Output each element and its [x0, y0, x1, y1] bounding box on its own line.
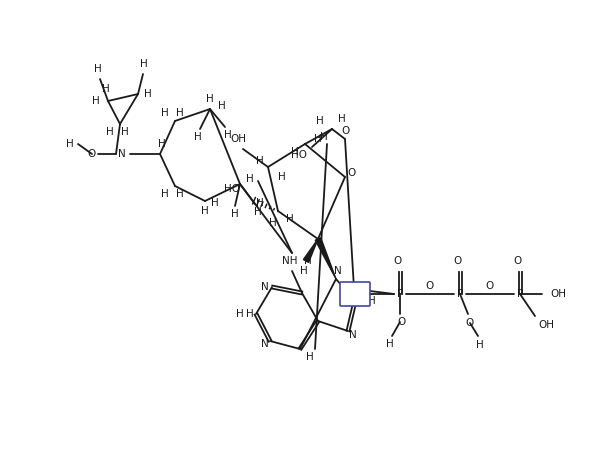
Text: H: H — [211, 198, 219, 208]
Text: H: H — [161, 108, 169, 118]
Text: O: O — [426, 281, 434, 291]
Text: H: H — [144, 89, 152, 99]
Text: H: H — [218, 101, 226, 111]
FancyBboxPatch shape — [340, 282, 370, 306]
Text: HO: HO — [291, 150, 307, 160]
Text: H: H — [304, 256, 312, 266]
Text: H: H — [306, 352, 314, 362]
Text: H: H — [121, 127, 129, 137]
Text: H: H — [286, 214, 294, 224]
Text: P: P — [457, 289, 463, 299]
Text: H: H — [94, 64, 102, 74]
Text: O: O — [88, 149, 96, 159]
Polygon shape — [304, 239, 318, 262]
Text: N: N — [118, 149, 126, 159]
Text: HO: HO — [224, 184, 240, 194]
Text: O: O — [394, 256, 402, 266]
Text: O: O — [341, 126, 349, 136]
Text: H: H — [224, 130, 232, 140]
Text: N: N — [334, 266, 342, 276]
Text: H: H — [291, 147, 299, 157]
Text: H: H — [269, 218, 277, 228]
Text: H: H — [256, 156, 264, 166]
Text: O: O — [486, 281, 494, 291]
Text: O: O — [359, 286, 367, 296]
Text: H: H — [314, 134, 322, 144]
Text: H: H — [206, 94, 214, 104]
Text: O: O — [347, 168, 355, 178]
Text: H: H — [201, 206, 209, 216]
Text: H: H — [158, 139, 166, 149]
Text: P: P — [517, 289, 523, 299]
Polygon shape — [315, 238, 336, 279]
Text: H: H — [66, 139, 74, 149]
Text: H: H — [254, 207, 262, 217]
Text: P: P — [397, 289, 403, 299]
Text: H: H — [194, 132, 202, 142]
Text: H: H — [476, 340, 484, 350]
Text: H: H — [106, 127, 114, 137]
Text: N: N — [261, 282, 269, 292]
Text: H: H — [316, 116, 324, 126]
Text: N: N — [261, 339, 269, 349]
Text: H: H — [246, 309, 254, 319]
Text: OH: OH — [538, 320, 554, 330]
Text: H: H — [161, 189, 169, 199]
Text: Abs: Abs — [346, 289, 365, 299]
Text: N: N — [349, 330, 357, 340]
Text: H: H — [176, 108, 184, 118]
Text: O: O — [514, 256, 522, 266]
Text: O: O — [466, 318, 474, 328]
Text: H: H — [368, 296, 376, 306]
Text: H: H — [231, 209, 239, 219]
Text: H: H — [320, 132, 328, 142]
Text: H: H — [176, 189, 184, 199]
Text: OH: OH — [550, 289, 566, 299]
Text: H: H — [236, 309, 244, 319]
Text: H: H — [338, 114, 346, 124]
Text: OH: OH — [230, 134, 246, 144]
Text: H: H — [102, 84, 110, 94]
Text: O: O — [454, 256, 462, 266]
Text: H: H — [300, 266, 308, 276]
Text: H: H — [256, 198, 264, 208]
Text: O: O — [398, 317, 406, 327]
Text: H: H — [92, 96, 100, 106]
Text: H: H — [278, 172, 286, 182]
Text: H: H — [246, 174, 254, 184]
Text: H: H — [386, 339, 394, 349]
Text: NH: NH — [282, 256, 298, 266]
Text: H: H — [358, 296, 366, 306]
Text: H: H — [140, 59, 148, 69]
